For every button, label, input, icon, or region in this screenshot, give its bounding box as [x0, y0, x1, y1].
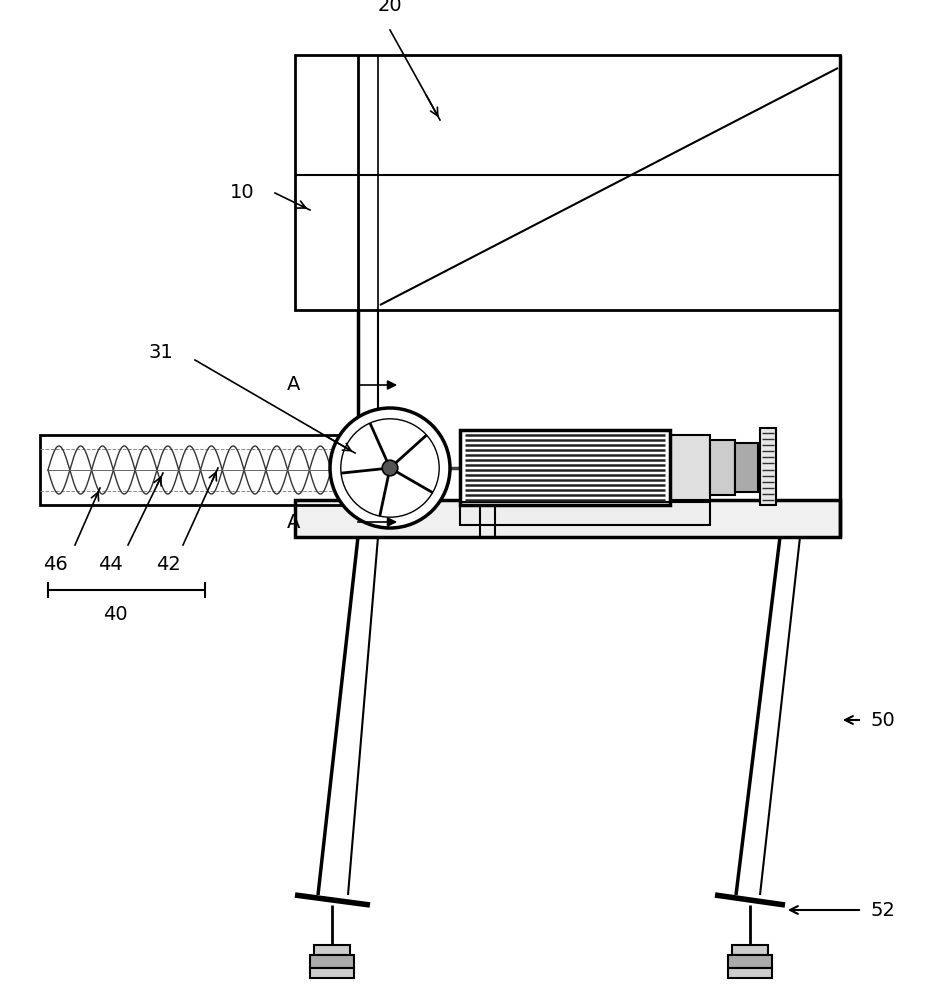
Bar: [314, 945, 350, 955]
Text: 31: 31: [148, 342, 173, 361]
Bar: [310, 955, 354, 968]
Text: A: A: [287, 512, 300, 532]
Bar: [670, 435, 710, 500]
Text: 52: 52: [870, 900, 895, 920]
Text: 50: 50: [870, 710, 895, 730]
Bar: [310, 968, 354, 978]
Bar: [728, 955, 772, 968]
Bar: [460, 430, 670, 505]
Bar: [760, 428, 776, 505]
Text: A: A: [287, 375, 300, 394]
Text: 40: 40: [103, 605, 127, 624]
Bar: [735, 443, 758, 492]
Bar: [295, 55, 840, 310]
Text: 20: 20: [378, 0, 402, 15]
Bar: [732, 945, 768, 955]
Circle shape: [382, 460, 398, 476]
Bar: [460, 430, 670, 505]
Bar: [355, 438, 395, 505]
Bar: [710, 440, 735, 495]
Text: 10: 10: [231, 184, 255, 202]
Text: 46: 46: [43, 555, 68, 574]
Bar: [728, 968, 772, 978]
Text: 42: 42: [156, 555, 181, 574]
Bar: [460, 502, 710, 525]
Bar: [295, 500, 840, 537]
Circle shape: [330, 408, 450, 528]
Text: 44: 44: [97, 555, 122, 574]
Bar: [40, 435, 358, 505]
